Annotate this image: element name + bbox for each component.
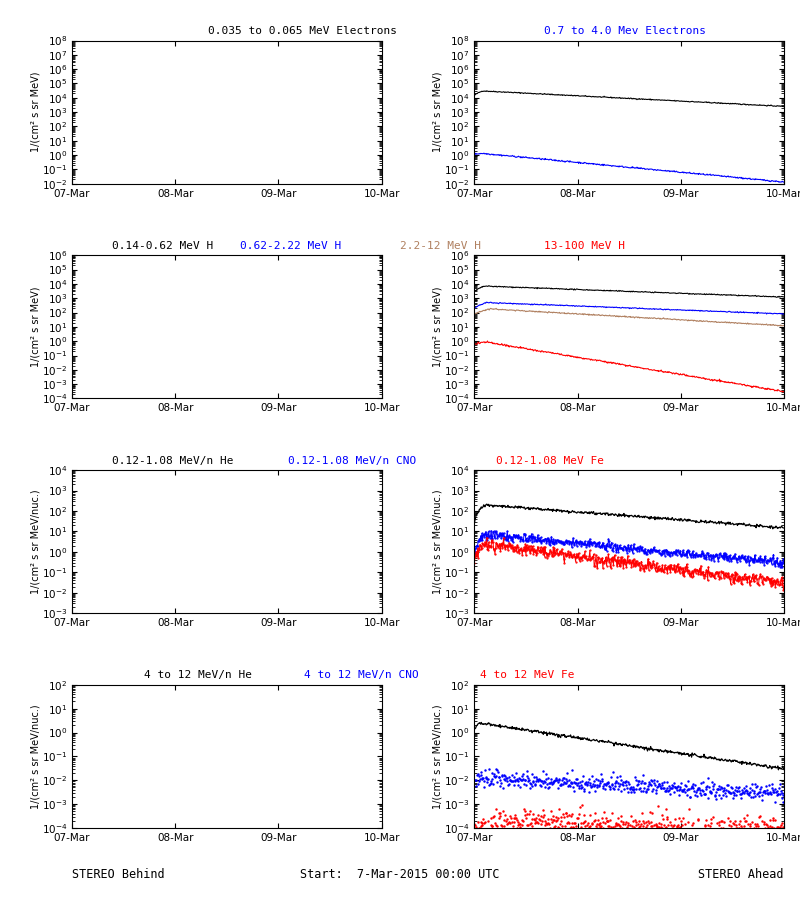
Text: 0.14-0.62 MeV H: 0.14-0.62 MeV H [112,241,214,251]
Y-axis label: 1/(cm² s sr MeV): 1/(cm² s sr MeV) [433,72,443,152]
Y-axis label: 1/(cm² s sr MeV/nuc.): 1/(cm² s sr MeV/nuc.) [433,490,442,594]
Text: 0.035 to 0.065 MeV Electrons: 0.035 to 0.065 MeV Electrons [208,26,397,36]
Text: 0.12-1.08 MeV/n He: 0.12-1.08 MeV/n He [112,455,234,465]
Text: Start:  7-Mar-2015 00:00 UTC: Start: 7-Mar-2015 00:00 UTC [300,868,500,881]
Y-axis label: 1/(cm² s sr MeV/nuc.): 1/(cm² s sr MeV/nuc.) [30,490,40,594]
Text: 0.7 to 4.0 Mev Electrons: 0.7 to 4.0 Mev Electrons [544,26,706,36]
Text: STEREO Ahead: STEREO Ahead [698,868,784,881]
Text: 4 to 12 MeV Fe: 4 to 12 MeV Fe [480,670,574,680]
Text: 4 to 12 MeV/n CNO: 4 to 12 MeV/n CNO [304,670,418,680]
Y-axis label: 1/(cm² s sr MeV): 1/(cm² s sr MeV) [30,72,40,152]
Text: 0.12-1.08 MeV Fe: 0.12-1.08 MeV Fe [496,455,604,465]
Text: 0.12-1.08 MeV/n CNO: 0.12-1.08 MeV/n CNO [288,455,416,465]
Text: 2.2-12 MeV H: 2.2-12 MeV H [400,241,481,251]
Text: 0.62-2.22 MeV H: 0.62-2.22 MeV H [240,241,342,251]
Y-axis label: 1/(cm² s sr MeV/nuc.): 1/(cm² s sr MeV/nuc.) [433,704,442,809]
Text: STEREO Behind: STEREO Behind [72,868,165,881]
Y-axis label: 1/(cm² s sr MeV/nuc.): 1/(cm² s sr MeV/nuc.) [30,704,40,809]
Text: 13-100 MeV H: 13-100 MeV H [544,241,625,251]
Text: 4 to 12 MeV/n He: 4 to 12 MeV/n He [144,670,252,680]
Y-axis label: 1/(cm² s sr MeV): 1/(cm² s sr MeV) [433,286,442,367]
Y-axis label: 1/(cm² s sr MeV): 1/(cm² s sr MeV) [30,286,40,367]
